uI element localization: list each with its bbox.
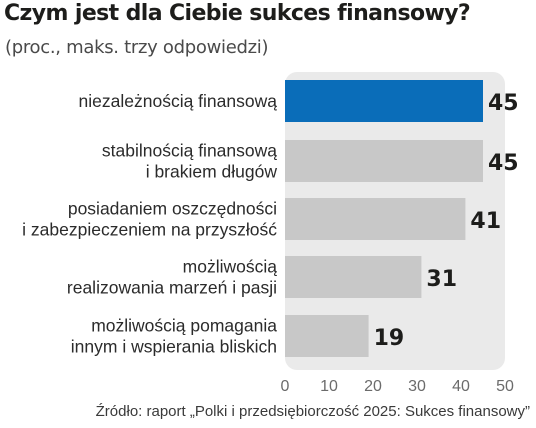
category-label-2-line-2: i brakiem długów [146, 162, 278, 182]
value-label-2: 45 [488, 151, 519, 176]
category-label-4-line-1: możliwością [183, 257, 278, 277]
x-tick-label-3: 20 [364, 378, 382, 395]
x-tick-label-5: 40 [452, 378, 470, 395]
bar-2 [285, 140, 483, 182]
category-label-5-line-2: innym i wspierania bliskich [71, 337, 277, 357]
category-label-5-line-1: możliwością pomagania [91, 316, 277, 336]
value-label-5: 19 [374, 326, 405, 351]
value-label-3: 41 [470, 209, 501, 234]
category-label-4-line-2: realizowania marzeń i pasji [67, 278, 277, 298]
x-tick-label-1: 0 [281, 378, 290, 395]
x-tick-label-6: 50 [496, 378, 514, 395]
chart-title: Czym jest dla Ciebie sukces finansowy? [4, 1, 471, 26]
value-label-1: 45 [488, 91, 519, 116]
chart-subtitle: (proc., maks. trzy odpowiedzi) [5, 37, 269, 58]
category-label-2-line-1: stabilnością finansową [102, 141, 277, 161]
source-note: Źródło: raport „Polki i przedsiębiorczoś… [95, 403, 530, 420]
bar-5 [285, 315, 369, 357]
x-tick-label-4: 30 [408, 378, 426, 395]
bar-3 [285, 198, 466, 240]
category-label-3-line-2: i zabezpieczeniem na przyszłość [22, 220, 277, 240]
value-label-4: 31 [426, 267, 457, 292]
category-label-3-line-1: posiadaniem oszczędności [68, 199, 277, 219]
bar-4 [285, 256, 422, 298]
category-label-1-line-1: niezależnością finansową [79, 91, 278, 111]
bar-1 [285, 80, 483, 122]
x-tick-label-2: 10 [320, 378, 338, 395]
